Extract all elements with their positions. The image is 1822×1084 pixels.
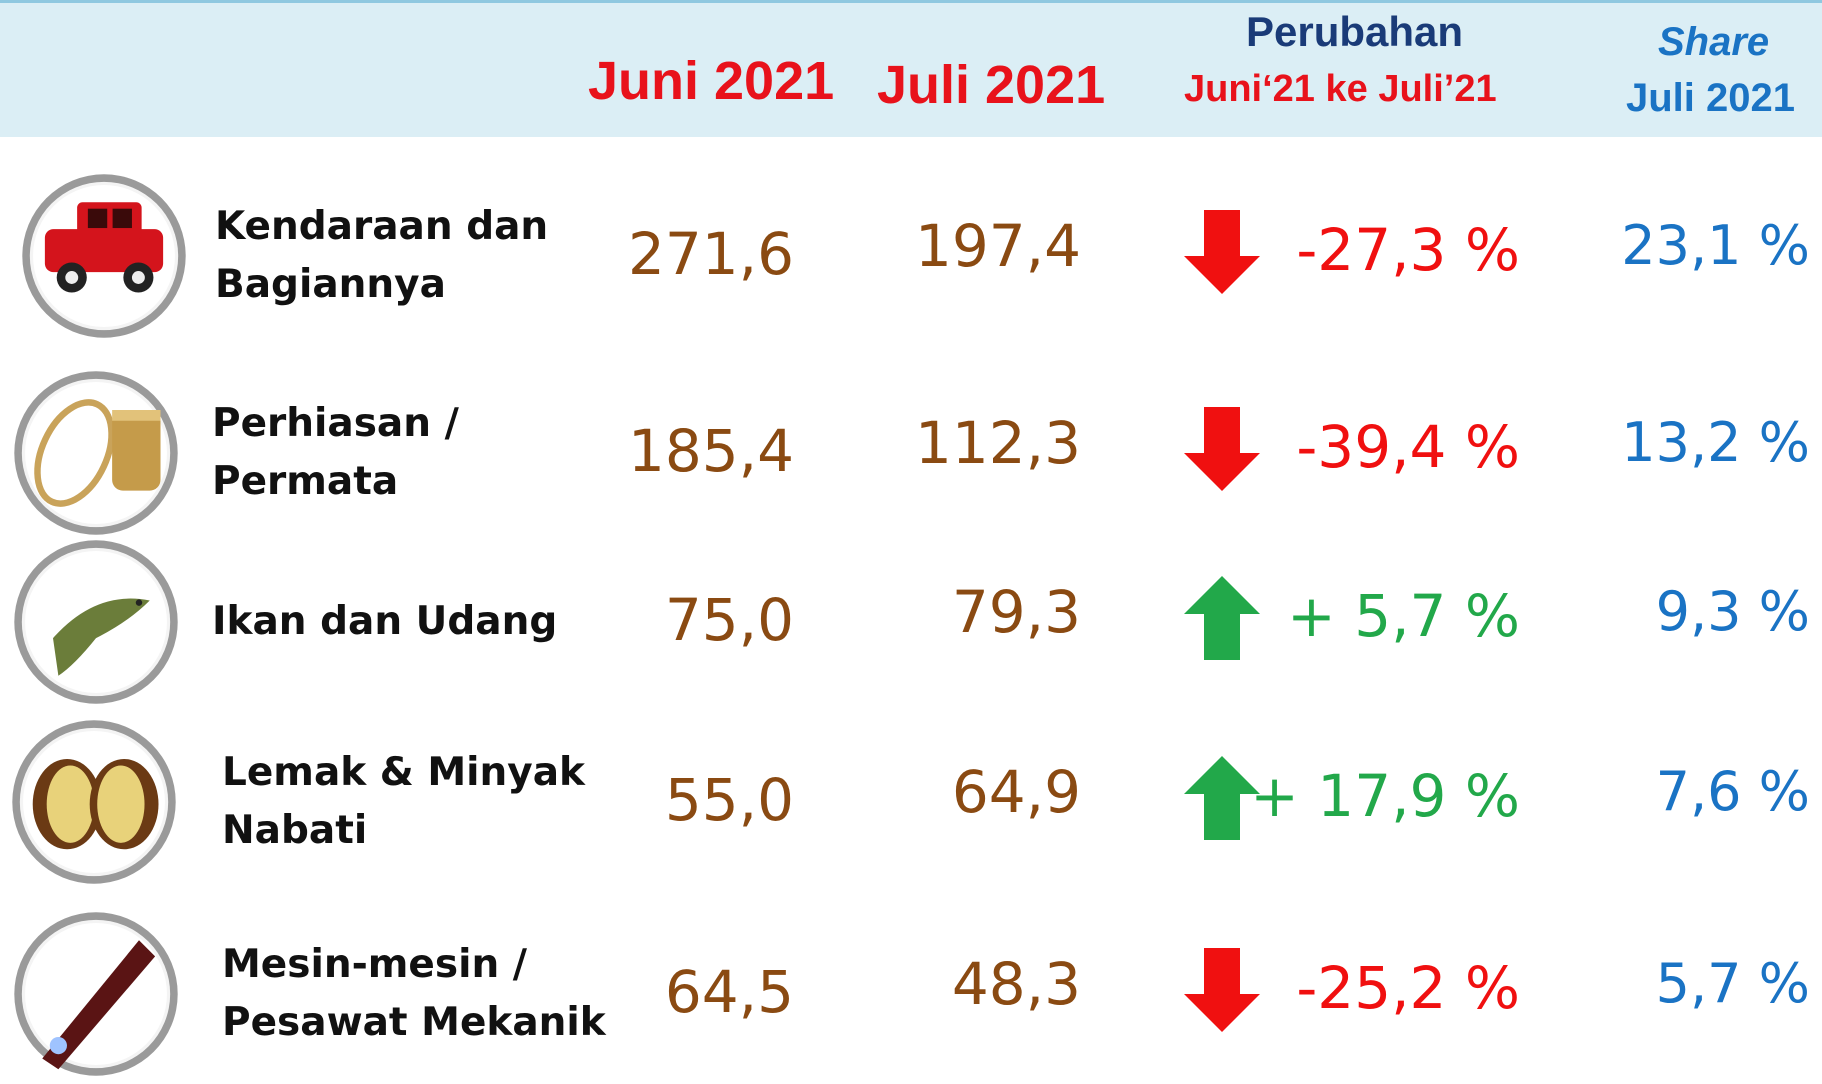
juni-value: 271,6 xyxy=(627,220,794,288)
share-value: 7,6 % xyxy=(1655,760,1810,823)
trend-arrow xyxy=(1184,576,1260,660)
row-label: Kendaraan dan xyxy=(215,204,549,249)
header-band xyxy=(0,0,1822,137)
row-label: Ikan dan Udang xyxy=(212,599,558,644)
row-icon xyxy=(8,716,180,888)
juli-value: 197,4 xyxy=(914,212,1081,280)
row-icon xyxy=(18,170,190,342)
column-subheader: Juni‘21 ke Juli’21 xyxy=(1184,68,1497,110)
trend-arrow xyxy=(1184,948,1260,1032)
column-header: Perubahan xyxy=(1246,8,1464,55)
change-value: + 5,7 % xyxy=(1287,582,1520,650)
column-header: Share xyxy=(1658,20,1770,64)
change-value: + 17,9 % xyxy=(1250,762,1520,830)
column-header: Juni 2021 xyxy=(588,51,835,111)
row-label: Mesin-mesin / xyxy=(222,942,528,987)
change-value: -39,4 % xyxy=(1296,413,1520,481)
juni-value: 75,0 xyxy=(664,586,794,654)
column-subheader: Juli 2021 xyxy=(1626,76,1796,120)
juli-value: 79,3 xyxy=(951,578,1081,646)
trend-arrow xyxy=(1184,210,1260,294)
share-value: 13,2 % xyxy=(1621,411,1810,474)
row-icon xyxy=(10,536,182,708)
trend-arrow xyxy=(1184,407,1260,491)
juni-value: 185,4 xyxy=(627,417,794,485)
juni-value: 55,0 xyxy=(664,766,794,834)
row-label: Pesawat Mekanik xyxy=(222,1000,606,1045)
juli-value: 64,9 xyxy=(951,758,1081,826)
share-value: 5,7 % xyxy=(1655,952,1810,1015)
row-label: Bagiannya xyxy=(215,262,446,307)
row-icon xyxy=(10,367,182,539)
change-value: -25,2 % xyxy=(1296,954,1520,1022)
trend-arrow xyxy=(1184,756,1260,840)
column-header: Juli 2021 xyxy=(877,55,1106,115)
row-icon xyxy=(10,908,182,1080)
juli-value: 112,3 xyxy=(914,409,1081,477)
row-label: Perhiasan / xyxy=(212,401,459,446)
share-value: 9,3 % xyxy=(1655,580,1810,643)
row-label: Nabati xyxy=(222,808,368,853)
juli-value: 48,3 xyxy=(951,950,1081,1018)
change-value: -27,3 % xyxy=(1296,216,1520,284)
juni-value: 64,5 xyxy=(664,958,794,1026)
row-label: Permata xyxy=(212,459,399,504)
share-value: 23,1 % xyxy=(1621,214,1810,277)
row-label: Lemak & Minyak xyxy=(222,750,585,795)
